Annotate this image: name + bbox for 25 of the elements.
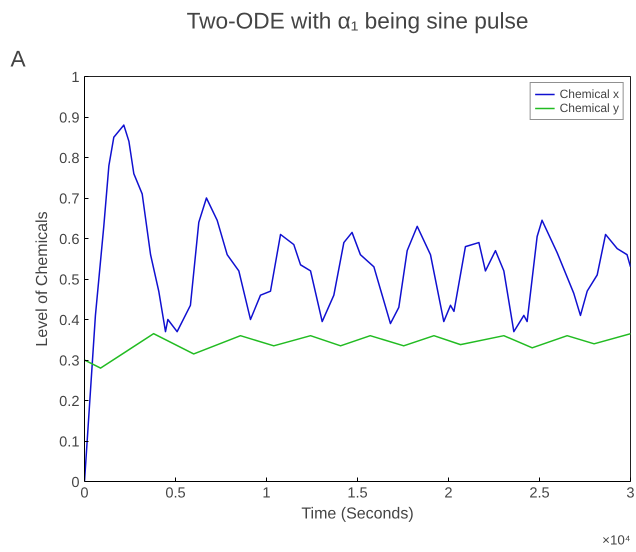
y-tick-label: 0.7	[59, 192, 80, 208]
legend-label: Chemical x	[560, 87, 619, 101]
y-tick-label: 0.4	[59, 313, 80, 329]
x-tick-label: 2.5	[529, 486, 550, 502]
y-tick-label: 0.3	[59, 354, 80, 370]
y-tick-label: 0.6	[59, 232, 80, 248]
y-tick-label: 0.1	[59, 434, 80, 450]
x-tick-label: 2	[444, 486, 453, 502]
y-tick-label: 0.5	[59, 272, 80, 288]
y-tick-label: 0.2	[59, 394, 80, 410]
x-tick-label: 3	[626, 486, 635, 502]
y-tick-label: 1	[71, 70, 80, 86]
x-tick-label: 1	[262, 486, 271, 502]
y-tick-label: 0	[71, 475, 80, 491]
y-tick-label: 0.8	[59, 151, 80, 167]
y-tick-label: 0.9	[59, 110, 80, 126]
line-series	[84, 332, 630, 369]
x-tick-label: 1.5	[347, 486, 368, 502]
text: ×10⁴	[602, 532, 631, 548]
text: A	[10, 46, 26, 72]
x-axis-title: Time (Seconds)	[301, 506, 414, 522]
x-tick-label: 0.5	[165, 486, 186, 502]
y-axis-title: Level of Chemicals	[34, 211, 52, 347]
chart-title: Two-ODE with α₁ being sine pulse	[186, 8, 528, 34]
legend-label: Chemical y	[560, 101, 619, 115]
